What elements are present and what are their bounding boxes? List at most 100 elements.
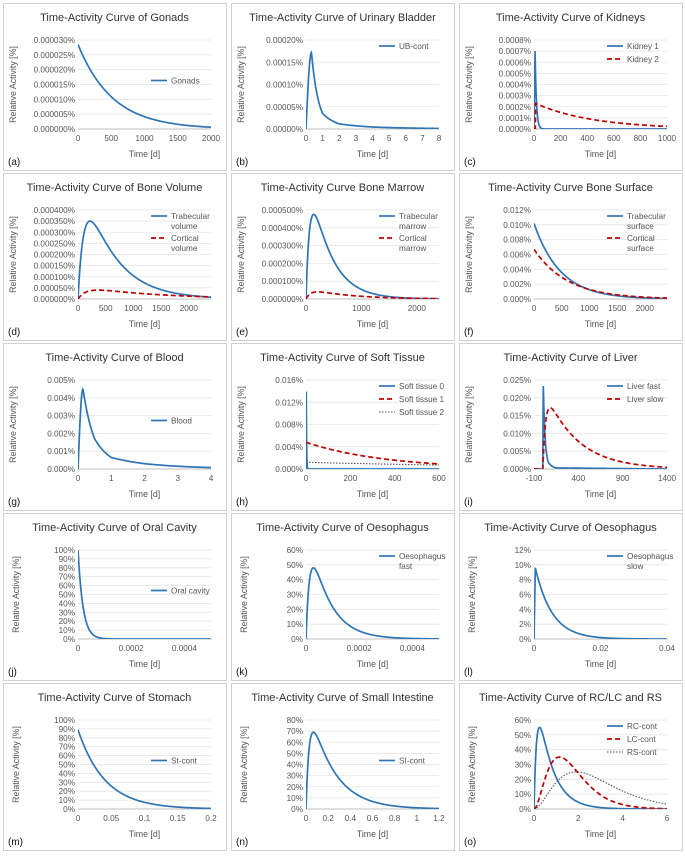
chart-panel-m: Time-Activity Curve of Stomach 0%10%20%30…: [3, 683, 227, 851]
x-tick-label: 1: [415, 814, 420, 823]
y-tick-label: 0.000200%: [34, 251, 75, 260]
y-tick-label: 0.0000%: [499, 125, 531, 134]
x-tick-label: 2: [337, 134, 342, 143]
y-axis-label: Relative Activity [%]: [8, 216, 18, 293]
y-tick-label: 0%: [519, 635, 531, 644]
series-line-1: [306, 50, 439, 129]
y-tick-label: 0.000010%: [34, 95, 75, 104]
x-tick-label: 0.0002: [119, 644, 144, 653]
x-tick-label: 2: [142, 474, 147, 483]
legend-label-2: Cortical marrow: [399, 234, 427, 253]
legend-label-2: Cortical volume: [171, 234, 199, 253]
x-tick-label: 800: [634, 134, 648, 143]
x-axis-label: Time [d]: [129, 319, 160, 329]
chart-panel-d: Time-Activity Curve of Bone Volume 0.0000…: [3, 173, 227, 341]
legend-label-1: UB-cont: [399, 42, 429, 51]
y-axis-label: Relative Activity [%]: [8, 386, 18, 463]
y-tick-label: 60%: [515, 716, 531, 725]
x-tick-label: 0.8: [389, 814, 401, 823]
y-tick-label: 0.000000%: [34, 295, 75, 304]
y-tick-label: 0.0004%: [499, 81, 531, 90]
x-tick-label: 4: [209, 474, 214, 483]
x-tick-label: 3: [354, 134, 359, 143]
y-axis-label: Relative Activity [%]: [8, 46, 18, 123]
x-tick-label: 400: [571, 474, 585, 483]
legend-label-2: Cortical surface: [627, 234, 655, 253]
y-tick-label: 30%: [287, 591, 303, 600]
y-tick-label: 0.000%: [503, 295, 531, 304]
y-axis-label: Relative Activity [%]: [464, 216, 474, 293]
y-tick-label: 50%: [515, 731, 531, 740]
legend-label-3: Soft tissue 2: [399, 408, 445, 417]
y-axis-label: Relative Activity [%]: [464, 386, 474, 463]
legend-label-1: Liver fast: [627, 382, 661, 391]
panel-label: (g): [8, 497, 20, 508]
x-axis-label: Time [d]: [357, 829, 388, 839]
chart-title: Time-Activity Curve of Urinary Bladder: [249, 12, 436, 24]
y-tick-label: 0.000050%: [34, 284, 75, 293]
y-tick-label: 0.000500%: [262, 206, 303, 215]
panel-label: (d): [8, 327, 20, 338]
y-tick-label: 0.000005%: [34, 110, 75, 119]
x-tick-label: 6: [403, 134, 408, 143]
series-line-1: [78, 44, 211, 129]
series-line-1: [78, 387, 211, 469]
x-tick-label: 0: [304, 814, 309, 823]
y-tick-label: 8%: [519, 576, 531, 585]
series-line-1: [306, 566, 439, 639]
y-axis-label: Relative Activity [%]: [239, 556, 249, 633]
y-axis-label: Relative Activity [%]: [236, 386, 246, 463]
x-axis-label: Time [d]: [585, 319, 616, 329]
y-tick-label: 30%: [59, 778, 75, 787]
y-tick-label: 0.0002%: [499, 103, 531, 112]
y-axis-label: Relative Activity [%]: [467, 556, 477, 633]
y-tick-label: 0%: [63, 635, 75, 644]
chart-panel-g: Time-Activity Curve of Blood 0.000% 0.001%…: [3, 343, 227, 511]
x-tick-label: 3: [175, 474, 180, 483]
x-tick-label: 2000: [408, 304, 427, 313]
y-tick-label: 60%: [287, 546, 303, 555]
panel-frame: [459, 173, 683, 341]
y-tick-label: 0.00020%: [266, 36, 303, 45]
y-tick-label: 0.012%: [275, 398, 303, 407]
x-tick-label: 1000: [124, 304, 143, 313]
legend-label-3: RS-cont: [627, 748, 657, 757]
panel-frame: [231, 513, 455, 681]
x-tick-label: 0.4: [345, 814, 357, 823]
y-axis-label: Relative Activity [%]: [239, 726, 249, 803]
panel-label: (j): [8, 667, 17, 678]
legend-label-1: Oesophagus slow: [627, 552, 673, 571]
legend-label-2: Liver slow: [627, 395, 663, 404]
panel-frame: [231, 173, 455, 341]
y-axis-label: Relative Activity [%]: [11, 556, 21, 633]
series-line-2: [534, 248, 667, 299]
x-tick-label: 6: [665, 814, 670, 823]
x-tick-label: 0.04: [659, 644, 675, 653]
x-tick-label: 2000: [636, 304, 655, 313]
y-tick-label: 0.000%: [47, 465, 75, 474]
chart-title: Time-Activity Curve Bone Surface: [488, 182, 653, 194]
y-axis-label: Relative Activity [%]: [236, 216, 246, 293]
chart-title: Time-Activity Curve of Oesophagus: [484, 522, 657, 534]
series-line-3: [306, 461, 439, 466]
chart-panel-e: Time-Activity Curve Bone Marrow 0.000000%…: [231, 173, 455, 341]
x-tick-label: 0.15: [170, 814, 186, 823]
y-tick-label: 0.005%: [47, 376, 75, 385]
x-tick-label: 0.05: [103, 814, 119, 823]
x-tick-label: 0.0004: [172, 644, 197, 653]
x-tick-label: 500: [104, 134, 118, 143]
series-line-1: [78, 220, 211, 299]
chart-panel-j: Time-Activity Curve of Oral Cavity 0%10%2…: [3, 513, 227, 681]
x-tick-label: 0: [76, 304, 81, 313]
y-tick-label: 0.0006%: [499, 58, 531, 67]
x-axis-label: Time [d]: [357, 319, 388, 329]
y-tick-label: 50%: [287, 561, 303, 570]
x-tick-label: 0: [532, 644, 537, 653]
legend-label-1: St-cont: [171, 757, 198, 766]
chart-title: Time-Activity Curve of Oral Cavity: [32, 522, 197, 534]
y-tick-label: 100%: [54, 546, 75, 555]
legend-label-2: LC-cont: [627, 735, 656, 744]
y-tick-label: 40%: [515, 746, 531, 755]
x-tick-label: 500: [555, 304, 569, 313]
